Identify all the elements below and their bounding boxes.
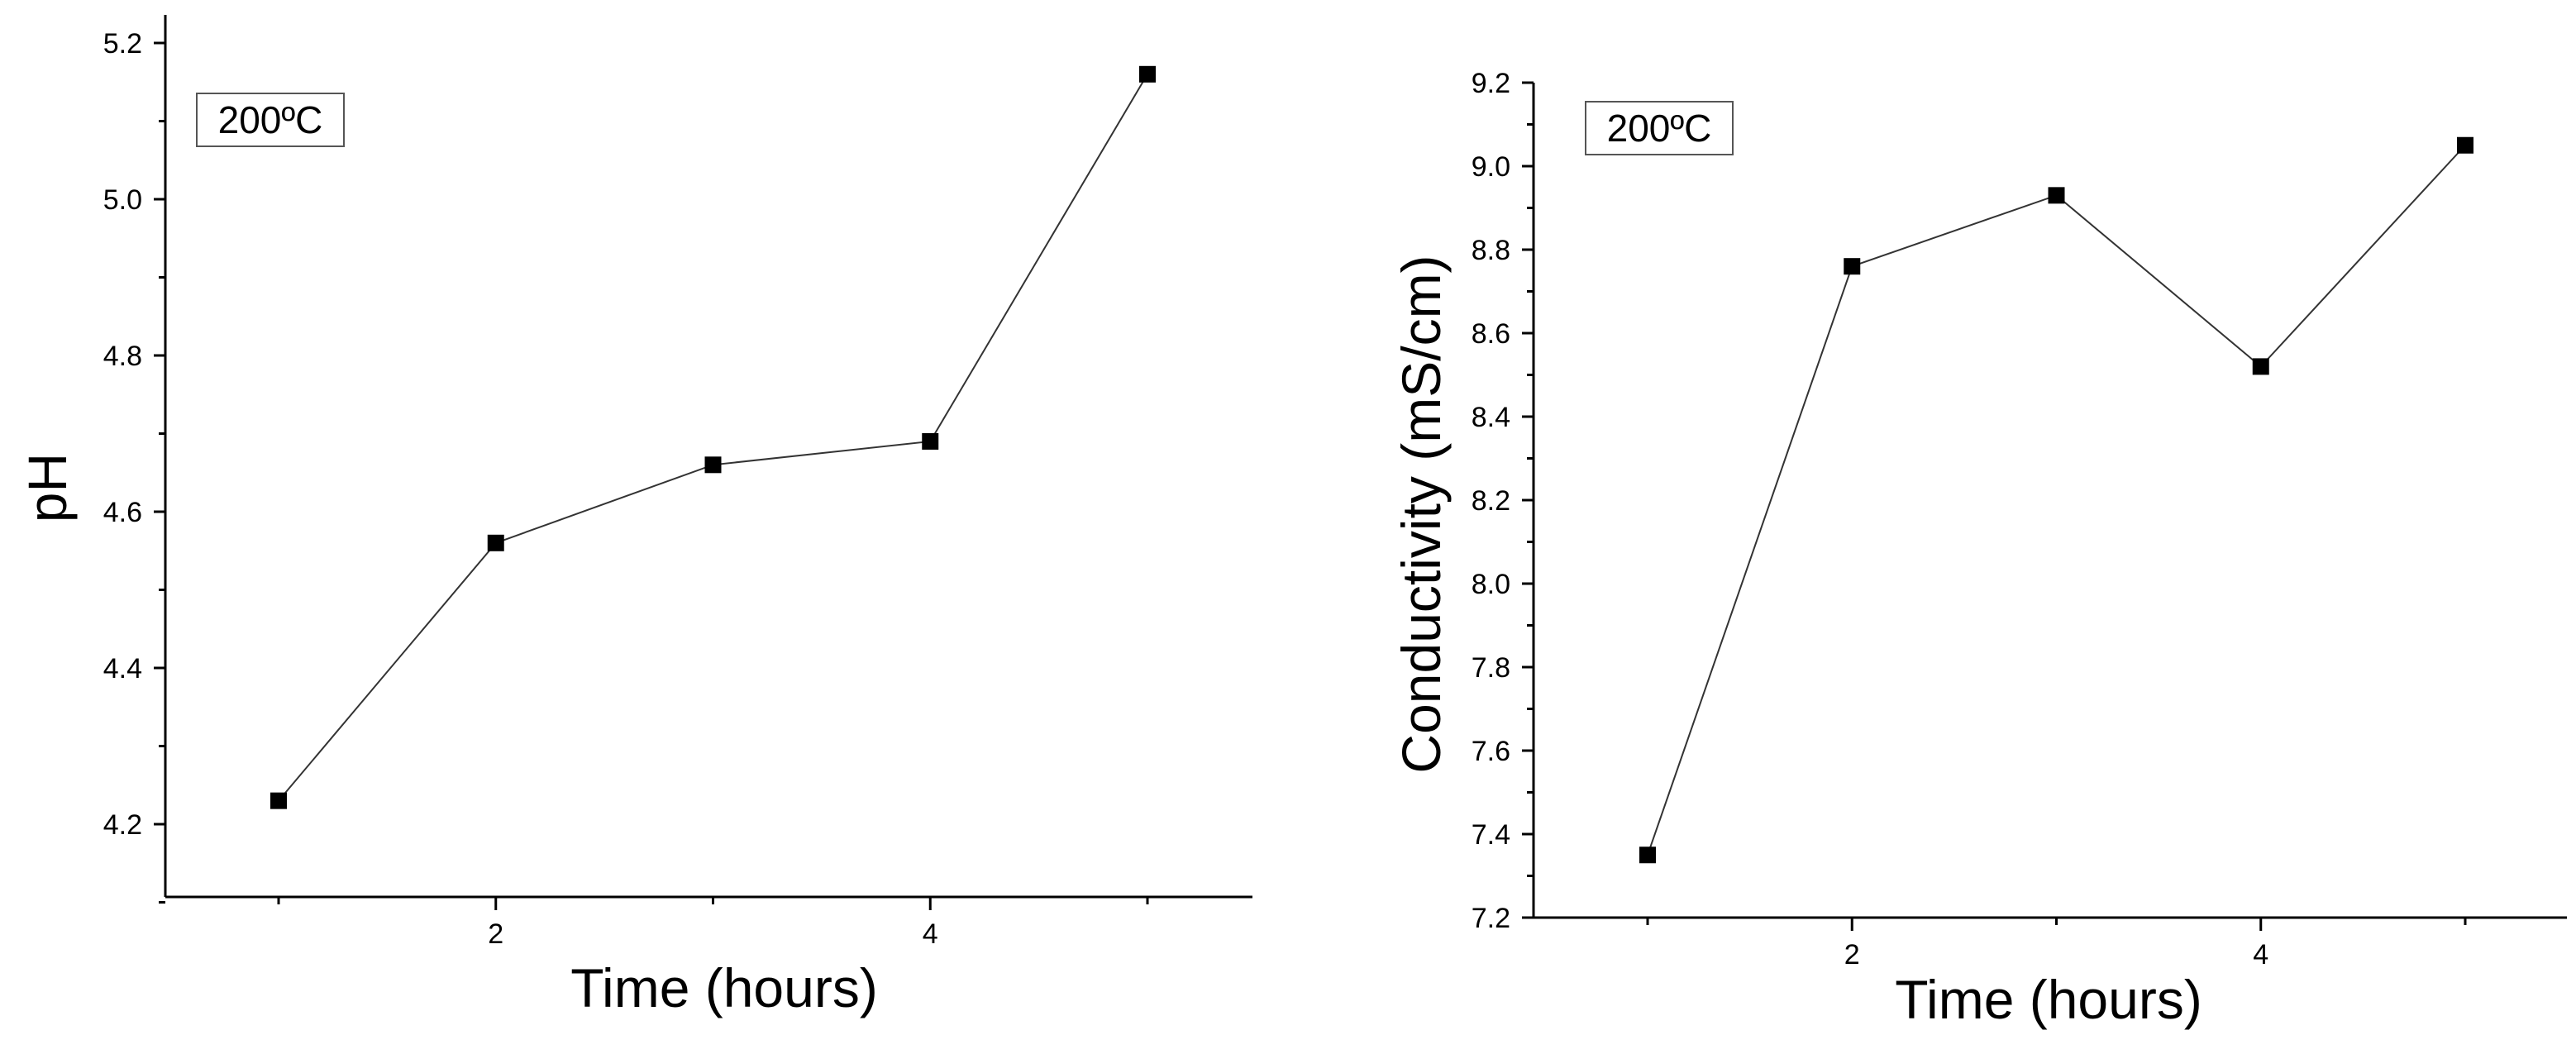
conductivity-x-tick-label: 2 <box>1844 939 1860 971</box>
conductivity-annotation-box <box>1585 101 1734 155</box>
conductivity-y-tick-label: 7.6 <box>1472 736 1510 767</box>
conductivity-series-line <box>1647 145 2466 856</box>
ph-data-point <box>922 432 939 450</box>
ph-y-tick-label: 4.8 <box>103 341 142 372</box>
conductivity-y-tick-label: 8.0 <box>1472 569 1510 600</box>
ph-series-line <box>278 74 1148 802</box>
conductivity-y-tick-label: 9.2 <box>1472 68 1510 99</box>
conductivity-data-point <box>1844 258 1861 275</box>
conductivity-x-tick-label: 4 <box>2253 939 2268 971</box>
ph-x-tick-label: 4 <box>923 918 938 950</box>
ph-annotation-label: 200ºC <box>218 98 323 141</box>
conductivity-annotation-label: 200ºC <box>1607 107 1712 150</box>
conductivity-y-tick-label: 8.6 <box>1472 318 1510 350</box>
conductivity-data-point <box>1639 847 1656 864</box>
conductivity-y-tick-label: 8.4 <box>1472 402 1510 433</box>
ph-data-point <box>704 456 722 474</box>
ph-y-tick-label: 4.4 <box>103 653 142 684</box>
ph-chart: 4.2 4.4 4.6 4.8 5.0 5.2 2 4 Time (hours) pH 200ºC <box>17 15 1252 1018</box>
ph-y-tick-label: 4.2 <box>103 809 142 841</box>
conductivity-chart: 7.2 7.4 7.6 7.8 8.0 8.2 8.4 8.6 8.8 9.0 9.2 2 4 Time … <box>1391 68 2567 1030</box>
ph-y-axis-title: pH <box>17 453 78 522</box>
conductivity-y-axis-title: Conductivity (mS/cm) <box>1391 255 1452 773</box>
ph-y-tick-label: 5.0 <box>103 184 142 216</box>
conductivity-data-point <box>2457 136 2473 154</box>
conductivity-data-point <box>2252 358 2269 375</box>
ph-annotation-box <box>196 93 345 147</box>
ph-x-tick-label: 2 <box>488 918 503 950</box>
conductivity-y-tick-label: 7.4 <box>1472 819 1510 851</box>
conductivity-data-point <box>2048 187 2065 204</box>
ph-y-tick-label: 4.6 <box>103 497 142 528</box>
ph-x-axis-title: Time (hours) <box>570 957 878 1018</box>
conductivity-y-tick-label: 8.2 <box>1472 485 1510 517</box>
ph-data-point <box>270 792 287 809</box>
ph-y-tick-label: 5.2 <box>103 28 142 60</box>
ph-data-point <box>487 534 504 551</box>
conductivity-y-tick-label: 9.0 <box>1472 151 1510 183</box>
ph-data-point <box>1139 65 1156 83</box>
conductivity-y-tick-label: 8.8 <box>1472 235 1510 266</box>
conductivity-x-axis-title: Time (hours) <box>1895 969 2202 1030</box>
conductivity-y-tick-label: 7.8 <box>1472 652 1510 684</box>
conductivity-y-tick-label: 7.2 <box>1472 903 1510 934</box>
